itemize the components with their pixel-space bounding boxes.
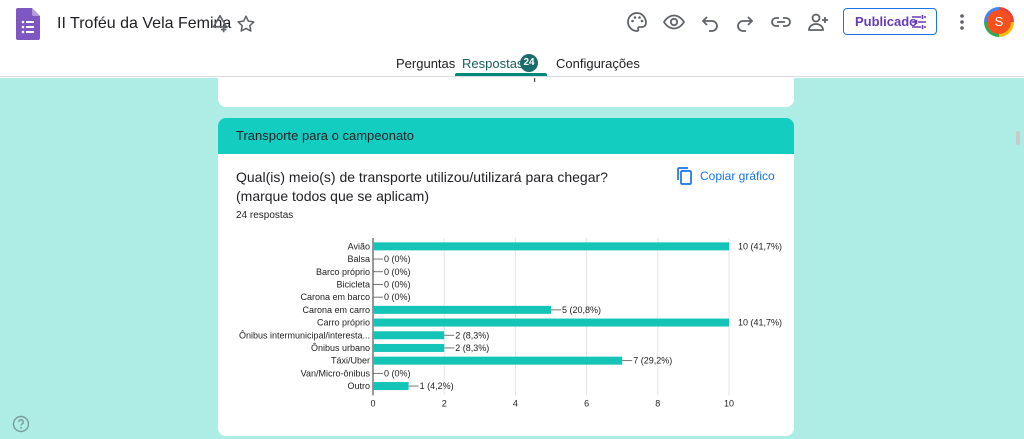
question-title: Qual(is) meio(s) de transporte utilizou/… bbox=[236, 169, 608, 204]
form-tabs: Perguntas Respostas 24 Configurações bbox=[0, 50, 1024, 76]
category-label: Ônibus intermunicipal/interesta... bbox=[239, 330, 370, 340]
data-label: 2 (8,3%) bbox=[455, 343, 489, 353]
data-label: 0 (0%) bbox=[384, 267, 411, 277]
copy-icon bbox=[677, 167, 692, 185]
data-label: 2 (8,3%) bbox=[455, 330, 489, 340]
avatar[interactable]: S bbox=[984, 7, 1014, 37]
star-icon[interactable] bbox=[235, 13, 257, 35]
x-tick-label: 10 bbox=[724, 398, 734, 408]
bar bbox=[373, 318, 729, 327]
undo-icon[interactable] bbox=[698, 10, 722, 34]
category-label: Bicicleta bbox=[336, 279, 370, 289]
copy-chart-button[interactable]: Copiar gráfico bbox=[676, 166, 775, 188]
publish-label: Publicado bbox=[855, 14, 918, 29]
x-tick-label: 0 bbox=[370, 398, 375, 408]
partial-mark-icon bbox=[534, 78, 536, 82]
data-label: 7 (29,2%) bbox=[633, 356, 672, 366]
tab-questions[interactable]: Perguntas bbox=[396, 56, 456, 71]
data-label: 1 (4,2%) bbox=[420, 381, 454, 391]
data-label: 10 (41,7%) bbox=[738, 241, 782, 251]
top-bar: II Troféu da Vela Femina Publicado bbox=[0, 0, 1024, 77]
data-label: 0 (0%) bbox=[384, 254, 411, 264]
tune-icon bbox=[912, 15, 926, 29]
section-title: Transporte para o campeonato bbox=[236, 128, 415, 143]
category-label: Carona em barco bbox=[300, 292, 370, 302]
category-label: Táxi/Uber bbox=[331, 356, 370, 366]
data-label: 0 (0%) bbox=[384, 279, 411, 289]
move-to-folder-icon[interactable] bbox=[209, 13, 231, 35]
active-tab-indicator bbox=[455, 73, 547, 76]
category-label: Carona em carro bbox=[302, 305, 370, 315]
redo-icon[interactable] bbox=[733, 10, 757, 34]
copy-chart-label: Copiar gráfico bbox=[700, 169, 775, 183]
bar bbox=[373, 242, 729, 251]
x-tick-label: 4 bbox=[513, 398, 518, 408]
category-label: Van/Micro-ônibus bbox=[301, 368, 371, 378]
bar bbox=[373, 305, 551, 314]
category-label: Outro bbox=[347, 381, 370, 391]
bar bbox=[373, 331, 445, 340]
category-label: Barco próprio bbox=[316, 267, 370, 277]
data-label: 10 (41,7%) bbox=[738, 318, 782, 328]
help-icon[interactable] bbox=[12, 415, 30, 433]
forms-logo-icon[interactable] bbox=[16, 8, 40, 40]
bar bbox=[373, 343, 445, 352]
x-tick-label: 8 bbox=[655, 398, 660, 408]
bar bbox=[373, 356, 623, 365]
more-options-icon[interactable] bbox=[952, 10, 972, 34]
question-summary-card: Qual(is) meio(s) de transporte utilizou/… bbox=[218, 154, 794, 436]
responses-count-badge: 24 bbox=[520, 54, 538, 72]
x-tick-label: 2 bbox=[442, 398, 447, 408]
bar bbox=[373, 382, 409, 391]
preview-eye-icon[interactable] bbox=[662, 10, 686, 34]
data-label: 0 (0%) bbox=[384, 368, 411, 378]
document-title[interactable]: II Troféu da Vela Femina bbox=[57, 15, 232, 32]
publish-button[interactable]: Publicado bbox=[843, 8, 937, 35]
data-label: 0 (0%) bbox=[384, 292, 411, 302]
add-collaborator-icon[interactable] bbox=[806, 10, 830, 34]
category-label: Ônibus urbano bbox=[311, 343, 370, 353]
category-label: Avião bbox=[348, 241, 370, 251]
previous-card bbox=[218, 78, 794, 107]
category-label: Balsa bbox=[347, 254, 370, 264]
scrollbar-thumb[interactable] bbox=[1016, 131, 1020, 145]
tab-settings[interactable]: Configurações bbox=[556, 56, 640, 71]
response-count: 24 respostas bbox=[236, 210, 294, 221]
x-tick-label: 6 bbox=[584, 398, 589, 408]
data-label: 5 (20,8%) bbox=[562, 305, 601, 315]
palette-icon[interactable] bbox=[625, 10, 649, 34]
bar-chart: 0 2 4 6 8 10 Avião 10 (41,7%) Balsa 0 (0%) Barco p… bbox=[239, 238, 782, 408]
category-label: Carro próprio bbox=[317, 318, 370, 328]
tab-responses[interactable]: Respostas bbox=[462, 56, 524, 71]
avatar-letter: S bbox=[987, 10, 1011, 34]
section-header: Transporte para o campeonato bbox=[218, 118, 794, 154]
link-icon[interactable] bbox=[769, 10, 793, 34]
